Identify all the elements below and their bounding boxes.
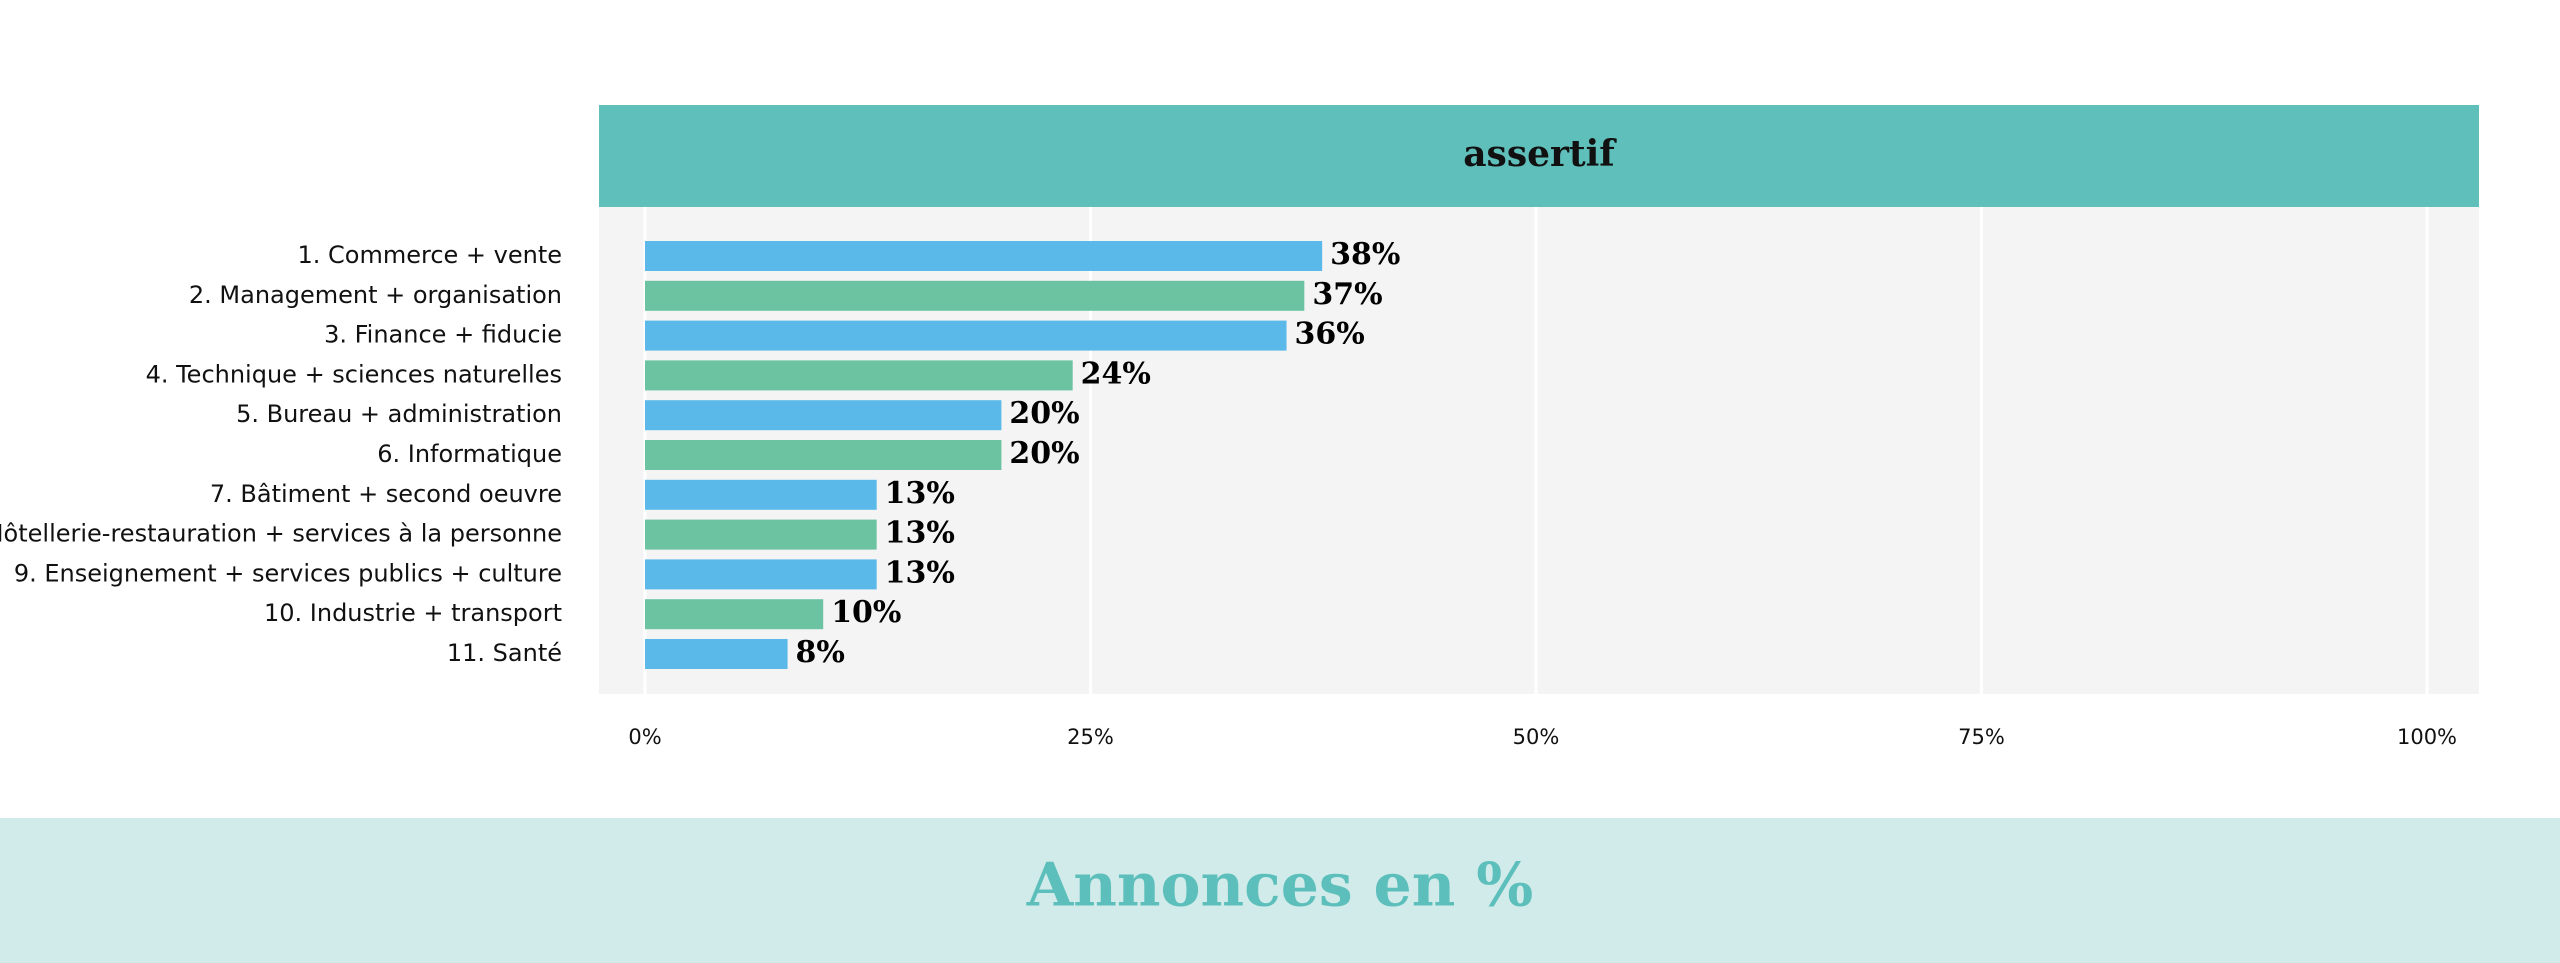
bar [645,440,1002,470]
y-tick-label: 5. Bureau + administration [236,400,562,428]
bar [645,639,788,669]
bar [645,479,877,510]
value-label: 20% [1009,396,1079,431]
bar [645,400,1002,431]
value-label: 38% [1330,237,1400,272]
chart-title: assertif [1463,133,1617,175]
bar [645,320,1287,351]
y-tick-label: 3. Finance + fiducie [324,321,562,349]
value-label: 36% [1295,317,1365,352]
value-label: 24% [1081,356,1151,391]
y-tick-label: 2. Management + organisation [189,281,562,309]
bar [645,241,1323,271]
x-tick-label: 50% [1513,725,1560,749]
bar [645,360,1073,391]
value-label: 13% [885,555,955,590]
y-tick-label: 10. Industrie + transport [264,599,562,627]
y-tick-label: 9. Enseignement + services publics + cul… [14,559,562,587]
bar [645,519,877,550]
value-label: 8% [796,635,845,670]
value-label: 13% [885,476,955,511]
value-label: 20% [1009,436,1079,471]
bar [645,559,877,590]
value-label: 10% [831,595,901,630]
bar [645,280,1305,311]
x-tick-label: 0% [628,725,661,749]
y-tick-label: 8. Hôtellerie-restauration + services à … [0,520,562,548]
header-band [599,105,2479,207]
y-tick-label: 1. Commerce + vente [297,241,562,269]
y-tick-label: 7. Bâtiment + second oeuvre [210,480,562,508]
value-label: 37% [1312,277,1382,312]
y-tick-label: 4. Technique + sciences naturelles [146,360,562,388]
x-tick-label: 75% [1958,725,2005,749]
y-tick-label: 6. Informatique [377,440,562,468]
value-label: 13% [885,516,955,551]
footer-title: Annonces en % [1026,851,1534,921]
x-tick-label: 100% [2397,725,2457,749]
x-tick-label: 25% [1067,725,1114,749]
footer-band [0,818,2560,963]
bar [645,599,824,630]
y-tick-label: 11. Santé [447,639,562,667]
